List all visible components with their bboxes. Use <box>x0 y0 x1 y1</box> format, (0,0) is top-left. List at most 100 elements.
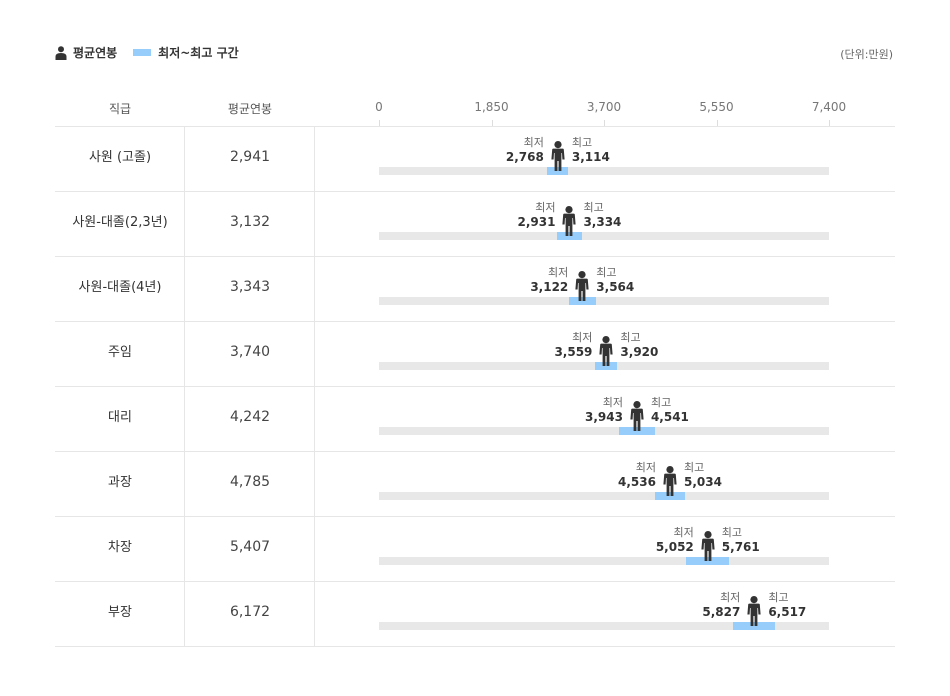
max-value: 6,517 <box>768 605 807 619</box>
range-track <box>379 232 829 240</box>
rank-cell: 주임 <box>108 345 132 360</box>
x-tick-label: 0 <box>375 100 383 114</box>
person-icon <box>598 336 614 366</box>
min-label: 최저 3,122 <box>530 266 568 295</box>
person-icon <box>574 271 590 301</box>
max-value: 3,334 <box>583 215 622 229</box>
min-label: 최저 5,052 <box>656 526 694 555</box>
table-row: 과장 4,785 최저 4,536 최고 5,034 <box>55 451 895 516</box>
max-value: 3,920 <box>620 345 659 359</box>
min-caption: 최저 <box>673 526 694 539</box>
x-tick-label: 7,400 <box>811 100 847 114</box>
min-label: 최저 3,943 <box>585 396 623 425</box>
table-row: 주임 3,740 최저 3,559 최고 3,920 <box>55 321 895 386</box>
min-value: 3,943 <box>584 410 623 424</box>
min-caption: 최저 <box>720 591 741 604</box>
table-row: 부장 6,172 최저 5,827 최고 6,517 <box>55 581 895 646</box>
header-avg: 평균연봉 <box>227 102 273 116</box>
max-label: 최고 3,114 <box>572 136 610 165</box>
max-caption: 최고 <box>721 526 743 539</box>
legend: 평균연봉 최저~최고 구간 <box>55 44 239 61</box>
row-divider <box>55 581 895 582</box>
max-label: 최고 3,920 <box>620 331 658 360</box>
min-value: 2,768 <box>505 150 544 164</box>
table-row: 차장 5,407 최저 5,052 최고 5,761 <box>55 516 895 581</box>
range-track <box>379 167 829 175</box>
avg-salary-cell: 4,242 <box>229 409 271 425</box>
min-label: 최저 3,559 <box>554 331 592 360</box>
row-divider <box>55 451 895 452</box>
min-label: 최저 5,827 <box>702 591 740 620</box>
avg-salary-cell: 3,343 <box>229 279 271 295</box>
avg-salary-cell: 3,132 <box>229 214 271 230</box>
min-caption: 최저 <box>523 136 544 149</box>
table-row: 사원 (고졸) 2,941 최저 2,768 최고 3,114 <box>55 126 895 191</box>
range-track <box>379 492 829 500</box>
max-value: 5,034 <box>683 475 722 489</box>
max-caption: 최고 <box>596 266 617 279</box>
min-caption: 최저 <box>635 461 656 474</box>
min-caption: 최저 <box>602 396 623 409</box>
person-icon <box>550 141 566 171</box>
x-tick-label: 5,550 <box>699 100 734 114</box>
min-caption: 최저 <box>535 201 556 214</box>
avg-salary-cell: 3,740 <box>229 344 271 360</box>
person-icon <box>629 401 645 431</box>
person-icon <box>700 531 716 561</box>
max-label: 최고 3,334 <box>583 201 621 230</box>
rank-cell: 과장 <box>108 475 132 490</box>
max-value: 3,564 <box>596 280 635 294</box>
row-divider <box>55 516 895 517</box>
min-label: 최저 2,768 <box>506 136 544 165</box>
range-band <box>686 557 730 565</box>
row-divider <box>55 256 895 257</box>
max-label: 최고 5,034 <box>684 461 722 490</box>
max-label: 최고 3,564 <box>596 266 634 295</box>
x-tick-mark <box>491 120 493 126</box>
x-tick-mark <box>829 120 830 126</box>
range-band <box>618 427 656 435</box>
max-caption: 최고 <box>583 201 604 214</box>
max-value: 4,541 <box>650 410 689 424</box>
min-caption: 최저 <box>548 266 569 279</box>
avg-salary-cell: 5,407 <box>229 539 271 555</box>
rank-cell: 사원-대졸(4년) <box>78 280 162 295</box>
person-icon <box>55 45 67 60</box>
max-label: 최고 5,761 <box>722 526 760 555</box>
header-rank: 직급 <box>108 102 132 116</box>
range-track <box>379 557 829 565</box>
column-divider <box>314 126 315 646</box>
max-label: 최고 6,517 <box>768 591 806 620</box>
range-track <box>379 427 829 435</box>
row-divider <box>55 321 895 322</box>
row-divider <box>55 126 895 127</box>
min-value: 5,052 <box>655 540 694 554</box>
max-value: 5,761 <box>721 540 760 554</box>
rank-cell: 차장 <box>108 540 132 555</box>
table-row: 사원-대졸(2,3년) 3,132 최저 2,931 최고 3,334 <box>55 191 895 256</box>
rank-cell: 사원 (고졸) <box>88 150 152 165</box>
x-tick-mark <box>604 120 605 126</box>
min-label: 최저 2,931 <box>517 201 555 230</box>
max-caption: 최고 <box>683 461 705 474</box>
range-band <box>733 622 776 630</box>
avg-salary-cell: 6,172 <box>229 604 271 620</box>
range-track <box>379 297 829 305</box>
table-row: 대리 4,242 최저 3,943 최고 4,541 <box>55 386 895 451</box>
range-band <box>547 167 569 175</box>
max-caption: 최고 <box>571 136 593 149</box>
person-icon <box>561 206 577 236</box>
min-value: 2,931 <box>517 215 556 229</box>
rank-cell: 부장 <box>108 605 132 620</box>
legend-range-label: 최저~최고 구간 <box>158 46 239 60</box>
x-tick-label: 3,700 <box>586 100 622 114</box>
rank-cell: 사원-대졸(2,3년) <box>72 215 168 230</box>
range-band <box>595 362 618 370</box>
avg-salary-cell: 4,785 <box>229 474 271 490</box>
avg-salary-cell: 2,941 <box>229 149 271 165</box>
table-row: 사원-대졸(4년) 3,343 최저 3,122 최고 3,564 <box>55 256 895 321</box>
min-value: 4,536 <box>618 475 656 489</box>
x-tick-mark <box>379 120 380 126</box>
legend-avg-label: 평균연봉 <box>73 46 118 60</box>
range-band <box>557 232 582 240</box>
